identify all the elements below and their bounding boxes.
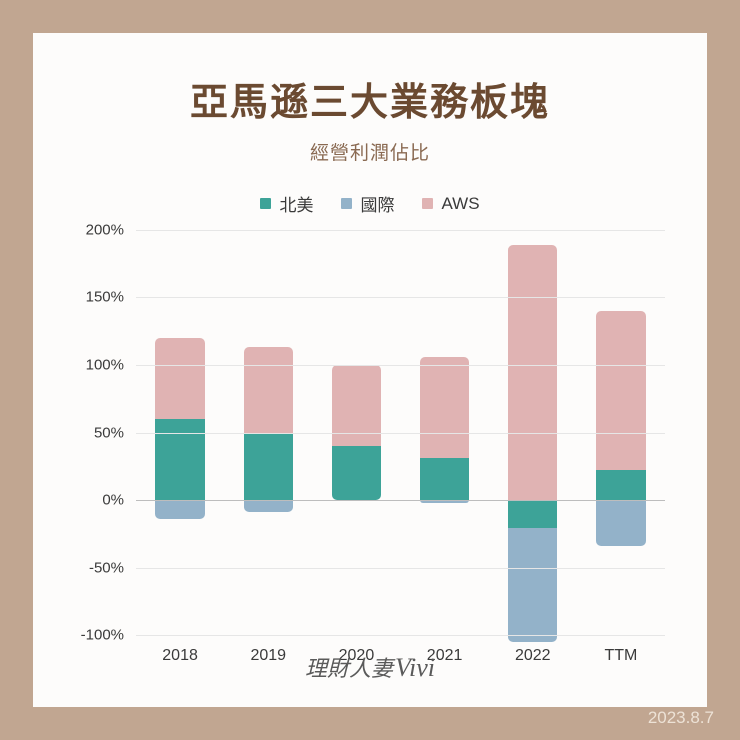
chart-legend: 北美 國際 AWS: [33, 191, 707, 216]
page-subtitle: 經營利潤佔比: [309, 143, 430, 164]
bar-column[interactable]: 2022: [489, 230, 577, 664]
chart-area: 2018 2019 2020 2021 2022 TTM 200% 150% 100% 50% 0…: [33, 222, 707, 664]
legend-item[interactable]: AWS: [422, 193, 480, 214]
page-title: 亞馬遜三大業務板塊: [189, 82, 550, 124]
bar-segment[interactable]: [331, 446, 382, 500]
bar-segment[interactable]: [419, 499, 470, 503]
bar-segment[interactable]: [596, 470, 646, 500]
bar-segment[interactable]: [508, 244, 558, 500]
bar-column[interactable]: 2021: [401, 230, 489, 664]
legend-item[interactable]: 國際: [341, 191, 394, 216]
x-axis-tick-label: TTM: [604, 647, 638, 664]
y-axis-tick-label: -50%: [88, 559, 124, 576]
y-axis-tick-label: 100%: [85, 356, 124, 374]
bar-segment[interactable]: [243, 433, 293, 500]
legend-label: AWS: [441, 193, 480, 213]
bar-segment[interactable]: [508, 528, 558, 642]
y-axis-tick-label: 0%: [102, 491, 124, 509]
legend-item[interactable]: 北美: [260, 191, 313, 216]
bar-column[interactable]: 2019: [224, 230, 312, 664]
legend-swatch-icon: [341, 198, 353, 209]
x-axis-tick-label: 2022: [514, 647, 551, 664]
x-axis-tick-label: 2021: [426, 647, 463, 664]
legend-label: 國際: [360, 196, 395, 215]
gridline: 150%: [86, 289, 665, 306]
zero-axis-line: 0%: [102, 491, 665, 508]
gridline: 200%: [86, 222, 665, 239]
bar-segment[interactable]: [155, 338, 205, 419]
bar-segment[interactable]: [243, 347, 293, 434]
x-axis-tick-label: 2020: [338, 647, 375, 664]
gridline: -100%: [81, 627, 665, 644]
bar-segment[interactable]: [596, 499, 646, 546]
date-stamp: 2023.8.7: [647, 708, 714, 727]
legend-swatch-icon: [260, 198, 272, 209]
y-axis-tick-label: -100%: [80, 626, 124, 644]
gridline: -50%: [89, 559, 665, 576]
x-axis-tick-label: 2018: [162, 647, 198, 664]
legend-swatch-icon: [422, 198, 434, 209]
bar-segment[interactable]: [331, 364, 382, 446]
bar-segment[interactable]: [596, 311, 646, 471]
bar-group: 2018 2019 2020 2021 2022 TTM: [136, 230, 665, 664]
legend-label: 北美: [279, 196, 314, 215]
bar-segment[interactable]: [508, 499, 558, 529]
y-axis-tick-label: 50%: [93, 424, 124, 441]
gridline: 50%: [94, 424, 665, 441]
bar-segment[interactable]: [155, 419, 205, 500]
bar-segment[interactable]: [243, 499, 293, 513]
signature-mark: Vivi: [395, 653, 435, 682]
x-axis-tick-label: 2019: [250, 647, 287, 664]
y-axis-tick-label: 150%: [85, 288, 124, 306]
bar-segment[interactable]: [419, 356, 470, 459]
y-axis-tick-label: 200%: [85, 221, 124, 239]
bar-segment[interactable]: [155, 499, 205, 519]
author-signature: 理財人妻Vivi: [33, 651, 707, 683]
bar-column[interactable]: TTM: [577, 230, 665, 664]
signature-name: 理財人妻: [305, 656, 394, 681]
bar-column[interactable]: 2020: [312, 230, 400, 664]
bar-segment[interactable]: [419, 458, 470, 500]
gridline: 100%: [86, 356, 665, 373]
plot-region: 2018 2019 2020 2021 2022 TTM 200% 150% 100% 50% 0…: [81, 222, 665, 664]
chart-card: 亞馬遜三大業務板塊 經營利潤佔比 北美 國際 AWS 2018 2019 2020 202…: [33, 33, 707, 707]
